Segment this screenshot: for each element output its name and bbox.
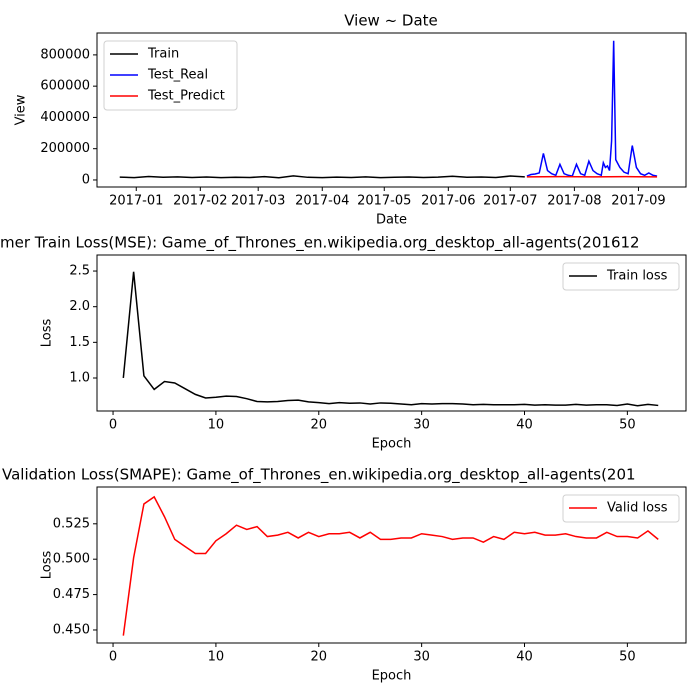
legend-box xyxy=(103,40,238,111)
x-axis-label: Date xyxy=(376,213,407,228)
x-tick-label: 30 xyxy=(413,418,430,433)
y-tick-label: 600000 xyxy=(40,79,90,94)
y-tick-label: 0.500 xyxy=(53,552,90,567)
x-tick-label: 30 xyxy=(413,650,430,665)
series-line xyxy=(122,495,659,636)
x-axis-label: Epoch xyxy=(372,437,412,452)
y-tick-label: 1.0 xyxy=(69,370,90,385)
x-tick-label: 2017-04 xyxy=(295,194,349,209)
series-line xyxy=(119,175,525,179)
y-tick-label: 800000 xyxy=(40,47,90,62)
x-tick-label: 50 xyxy=(619,418,636,433)
legend-label: Valid loss xyxy=(607,501,668,516)
x-tick-label: 50 xyxy=(619,650,636,665)
x-tick-label: 2017-09 xyxy=(611,194,665,209)
legend-label: Train loss xyxy=(606,269,668,284)
x-tick-label: 2017-07 xyxy=(483,194,537,209)
x-tick-label: 40 xyxy=(516,418,533,433)
x-tick-label: 0 xyxy=(109,418,117,433)
y-axis-label: Loss xyxy=(40,551,55,580)
x-tick-label: 2017-06 xyxy=(421,194,475,209)
legend-label: Test_Real xyxy=(147,68,208,83)
x-axis-label: Epoch xyxy=(372,669,412,684)
x-tick-label: 2017-01 xyxy=(109,194,163,209)
series-line xyxy=(526,40,658,177)
x-tick-label: 2017-08 xyxy=(547,194,601,209)
x-tick-label: 10 xyxy=(208,418,225,433)
y-tick-label: 0 xyxy=(82,172,90,187)
x-tick-label: 2017-02 xyxy=(173,194,227,209)
legend-box xyxy=(562,262,680,291)
y-tick-label: 1.5 xyxy=(69,335,90,350)
x-tick-label: 20 xyxy=(311,418,328,433)
y-tick-label: 400000 xyxy=(40,110,90,125)
y-axis-label: Loss xyxy=(40,319,55,348)
y-tick-label: 2.5 xyxy=(69,264,90,279)
x-tick-label: 2017-03 xyxy=(231,194,285,209)
axes-frame xyxy=(96,486,687,644)
x-tick-label: 0 xyxy=(109,650,117,665)
x-tick-label: 10 xyxy=(208,650,225,665)
legend-label: Test_Predict xyxy=(147,89,225,104)
legend-box xyxy=(562,494,680,523)
y-tick-label: 0.450 xyxy=(53,622,90,637)
y-tick-label: 2.0 xyxy=(69,299,90,314)
axes-frame xyxy=(96,32,687,188)
legend-label: Train xyxy=(147,47,179,62)
series-line xyxy=(122,271,659,407)
y-tick-label: 200000 xyxy=(40,141,90,156)
chart-title: Validation Loss(SMAPE): Game_of_Thrones_… xyxy=(2,466,636,485)
x-tick-label: 2017-05 xyxy=(357,194,411,209)
x-tick-label: 40 xyxy=(516,650,533,665)
y-tick-label: 0.475 xyxy=(53,587,90,602)
y-tick-label: 0.525 xyxy=(53,516,90,531)
y-axis-label: View xyxy=(14,94,29,125)
x-tick-label: 20 xyxy=(311,650,328,665)
chart-title: mer Train Loss(MSE): Game_of_Thrones_en.… xyxy=(0,234,640,253)
chart-title: View ~ Date xyxy=(344,12,438,30)
axes-frame xyxy=(96,254,687,412)
